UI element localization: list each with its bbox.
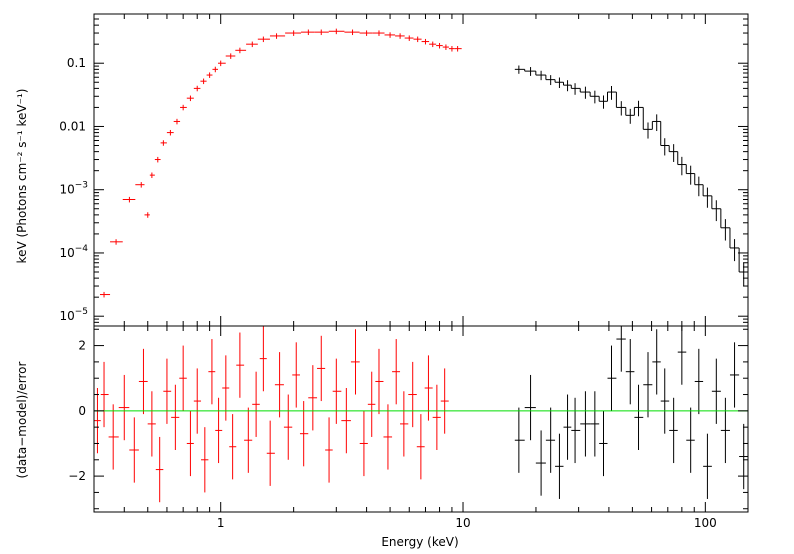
high-energy-residual-series [514,326,748,499]
axis-labels: 1 10 100 10−5 10−4 10−3 0.01 0.1 −2 0 2 [59,56,717,530]
spectrum-y-tick-label: 10−4 [59,244,88,260]
spectrum-y-tick-label: 0.01 [59,119,86,133]
x-tick-label: 100 [694,516,717,530]
residual-y-axis-label: (data−model)/error [15,361,29,478]
x-tick-label: 10 [455,516,470,530]
spectrum-y-tick-label: 10−3 [59,181,88,197]
low-energy-residual-series [94,326,449,503]
x-tick-label: 1 [217,516,225,530]
spectrum-y-axis-label: keV (Photons cm⁻² s⁻¹ keV⁻¹) [15,89,29,264]
spectrum-y-tick-label: 0.1 [67,56,86,70]
spectrum-panel-marks [99,28,748,298]
spectrum-frame [93,13,749,327]
low-energy-spectrum-series [99,28,462,298]
residual-panel-marks [94,326,748,503]
x-axis-label: Energy (keV) [381,535,458,549]
residual-y-tick-label: 0 [78,404,86,418]
residual-y-tick-label: 2 [78,339,86,353]
spectrum-y-tick-label: 10−5 [59,307,88,323]
axes [93,13,749,513]
high-energy-spectrum-series [514,65,748,286]
residual-frame [93,325,749,513]
residual-y-tick-label: −2 [68,469,86,483]
